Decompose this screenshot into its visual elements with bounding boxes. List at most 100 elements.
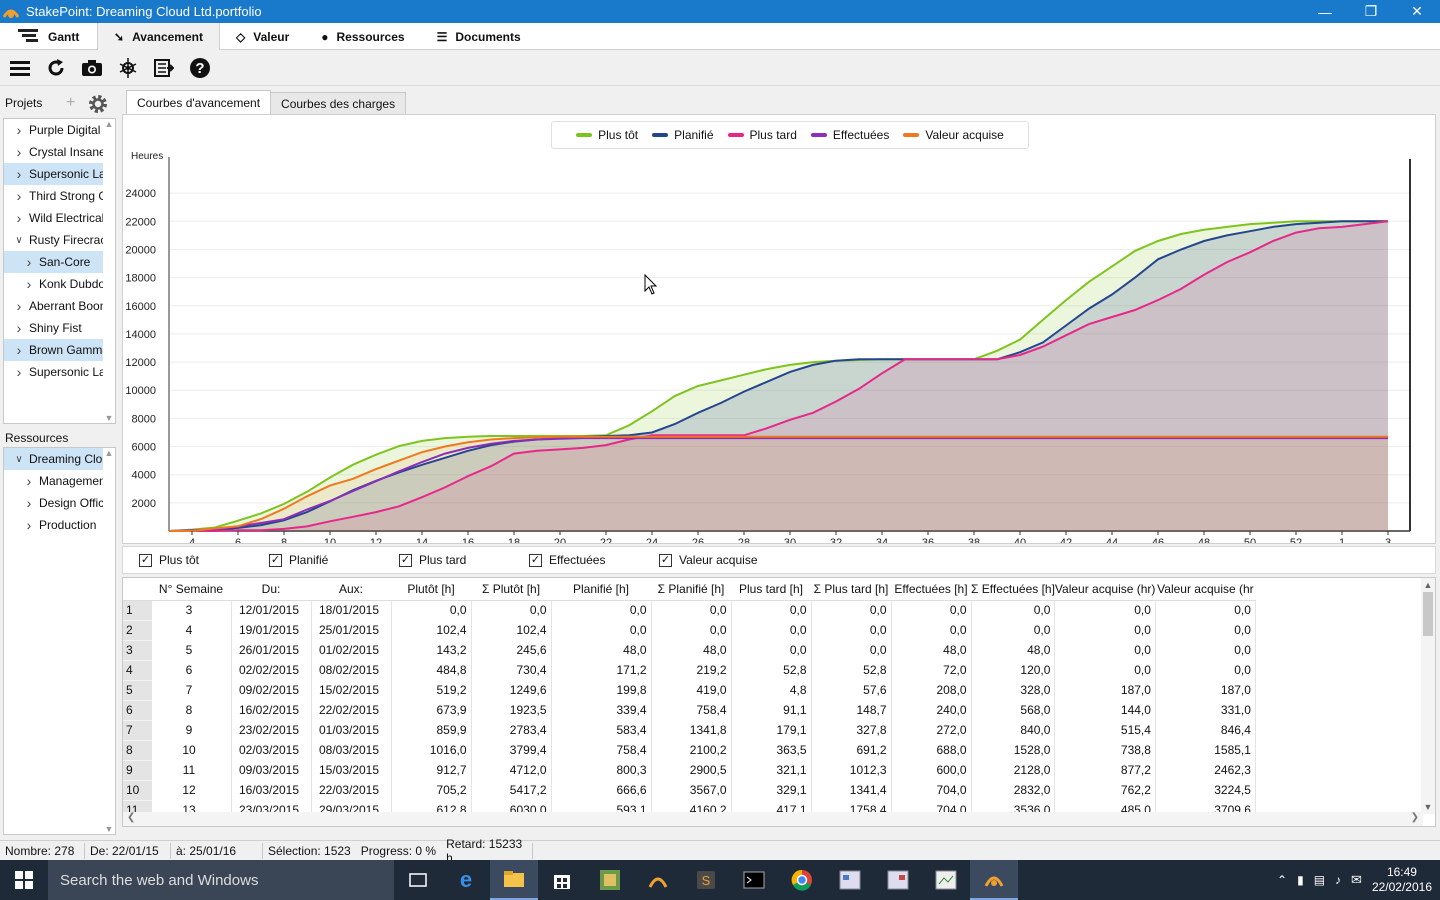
stakepoint-active-icon[interactable] (970, 860, 1018, 900)
chevron-right-icon[interactable]: › (26, 276, 32, 292)
table-row[interactable]: 4 6 02/02/2015 08/02/2015 484,8 730,4 171,2 219… (123, 660, 1256, 681)
chevron-right-icon[interactable]: › (16, 166, 22, 182)
project-item[interactable]: › Shiny Fist (4, 317, 104, 339)
camera-icon[interactable] (80, 56, 104, 80)
table-row[interactable]: 7 9 23/02/2015 01/03/2015 859,9 2783,4 583,4 13… (123, 720, 1256, 741)
app-window-icon-1[interactable] (826, 860, 874, 900)
network-icon[interactable]: ▤ (1313, 873, 1326, 887)
export-icon[interactable] (152, 56, 176, 80)
chrome-icon[interactable] (778, 860, 826, 900)
store-icon[interactable] (538, 860, 586, 900)
project-item[interactable]: › Wild Electrical (4, 207, 105, 229)
notifications-icon[interactable]: ✉ (1351, 872, 1362, 887)
project-item[interactable]: › Purple Digital T (4, 119, 111, 141)
volume-icon[interactable]: ♪ (1335, 873, 1342, 887)
legend-item[interactable]: Valeur acquise (903, 128, 1004, 142)
task-view-icon[interactable] (394, 860, 442, 900)
column-header[interactable]: Σ Plus tard [h] (811, 578, 891, 601)
chevron-right-icon[interactable]: › (16, 298, 22, 314)
legend-item[interactable]: Planifié (652, 128, 714, 142)
legend-item[interactable]: Effectuées (810, 128, 889, 142)
project-item[interactable]: › Aberrant Boon (4, 295, 107, 317)
project-item[interactable]: ∨ Rusty Firecrack (4, 229, 112, 251)
tab-gantt[interactable]: Gantt (0, 23, 97, 50)
legend-item[interactable]: Plus tôt (576, 128, 638, 142)
resource-item[interactable]: ∨ Dreaming Clou (4, 448, 109, 470)
app-window-icon-3[interactable] (922, 860, 970, 900)
terminal-icon[interactable] (730, 860, 778, 900)
column-header[interactable]: Σ Effectuées [h] (971, 578, 1055, 601)
tab-courbes-avancement[interactable]: Courbes d'avancement (126, 90, 272, 114)
column-header[interactable]: Du: (231, 578, 311, 601)
tab-ressources[interactable]: ● Ressources (321, 29, 405, 44)
menu-icon[interactable] (8, 56, 32, 80)
gear-icon[interactable] (88, 94, 108, 117)
legend-item[interactable]: Plus tard (727, 128, 797, 142)
chevron-right-icon[interactable]: › (26, 473, 32, 489)
resource-item[interactable]: › Managemen (4, 470, 106, 492)
column-header[interactable]: Valeur acquise (hr (1155, 578, 1256, 601)
tab-courbes-charges[interactable]: Courbes des charges (270, 92, 407, 114)
chevron-right-icon[interactable]: › (26, 254, 32, 270)
chevron-down-icon[interactable]: ∨ (15, 234, 23, 246)
column-header[interactable]: Aux: (311, 578, 391, 601)
column-header[interactable]: Plus tard [h] (731, 578, 811, 601)
taskbar-clock[interactable]: 16:49 22/02/2016 (1372, 865, 1432, 895)
chevron-right-icon[interactable]: › (26, 517, 32, 533)
series-checkbox[interactable]: ✓ Valeur acquise (659, 553, 758, 567)
table-vscrollbar[interactable]: ▲ ▼ (1421, 578, 1435, 814)
sublime-icon[interactable]: S (682, 860, 730, 900)
table-row[interactable]: 6 8 16/02/2015 22/02/2015 673,9 1923,5 339,4 75… (123, 700, 1256, 721)
table-row[interactable]: 2 4 19/01/2015 25/01/2015 102,4 102,4 0,0 0,0 0,… (123, 620, 1256, 641)
minimize-button[interactable]: — (1318, 3, 1332, 20)
battery-icon[interactable]: ▮ (1297, 873, 1304, 887)
tab-avancement[interactable]: ➘ Avancement (97, 23, 220, 50)
project-item[interactable]: › Supersonic Lar (4, 163, 110, 185)
app-window-icon-2[interactable] (874, 860, 922, 900)
project-item[interactable]: › Third Strong G (4, 185, 108, 207)
chevron-right-icon[interactable]: › (16, 364, 22, 380)
project-item[interactable]: › Konk Dubdo (4, 273, 105, 295)
refresh-icon[interactable] (44, 56, 68, 80)
column-header[interactable]: Plutôt [h] (391, 578, 471, 601)
chevron-right-icon[interactable]: › (16, 210, 22, 226)
close-button[interactable]: ✕ (1411, 3, 1423, 19)
series-checkbox[interactable]: ✓ Effectuées (529, 553, 605, 567)
column-header[interactable]: N° Semaine (151, 578, 231, 601)
chevron-up-icon[interactable]: ⌃ (1277, 873, 1288, 887)
chevron-right-icon[interactable]: › (16, 122, 22, 138)
project-item[interactable]: › San-Core (4, 251, 104, 273)
project-item[interactable]: › Crystal Insane (4, 141, 106, 163)
series-checkbox[interactable]: ✓ Plus tard (399, 553, 466, 567)
app-tile-icon[interactable] (586, 860, 634, 900)
series-checkbox[interactable]: ✓ Planifié (269, 553, 328, 567)
resources-scrollbar[interactable]: ▲ ▼ (103, 448, 115, 834)
stakepoint-icon[interactable] (634, 860, 682, 900)
file-explorer-icon[interactable] (490, 860, 538, 900)
column-header[interactable]: Planifié [h] (551, 578, 651, 601)
edge-icon[interactable]: e (459, 867, 473, 892)
project-item[interactable]: › Brown Gamma (4, 339, 109, 361)
table-row[interactable]: 1 3 12/01/2015 18/01/2015 0,0 0,0 0,0 0,0 0,0 0,0… (123, 600, 1256, 621)
taskbar-search[interactable]: Search the web and Windows (48, 860, 394, 900)
table-row[interactable]: 10 12 16/03/2015 22/03/2015 705,2 5417,2 666,6… (123, 780, 1256, 801)
table-row[interactable]: 8 10 02/03/2015 08/03/2015 1016,0 3799,4 758,4… (123, 740, 1256, 761)
column-header[interactable]: Valeur acquise (hr) (1054, 578, 1156, 601)
chevron-down-icon[interactable]: ∨ (15, 453, 23, 465)
chevron-right-icon[interactable]: › (16, 188, 22, 204)
resource-item[interactable]: › Production (4, 514, 104, 536)
projects-scrollbar[interactable]: ▲ ▼ (103, 119, 115, 423)
tab-documents[interactable]: ☰ Documents (436, 29, 521, 44)
tab-valeur[interactable]: ◇ Valeur (236, 29, 290, 44)
project-item[interactable]: › Supersonic Lar (4, 361, 110, 383)
chevron-right-icon[interactable]: › (16, 342, 22, 358)
table-row[interactable]: 5 7 09/02/2015 15/02/2015 519,2 1249,6 199,8 41… (123, 680, 1256, 701)
resource-item[interactable]: › Design Offic (4, 492, 104, 514)
restore-button[interactable]: ❐ (1364, 3, 1378, 19)
add-project-icon[interactable]: + (66, 94, 76, 111)
column-header[interactable]: Σ Planifié [h] (651, 578, 731, 601)
column-header[interactable]: Effectuées [h] (891, 578, 971, 601)
series-checkbox[interactable]: ✓ Plus tôt (139, 553, 199, 567)
windows-start-icon[interactable] (0, 860, 48, 900)
table-row[interactable]: 3 5 26/01/2015 01/02/2015 143,2 245,6 48,0 48,0… (123, 640, 1256, 661)
